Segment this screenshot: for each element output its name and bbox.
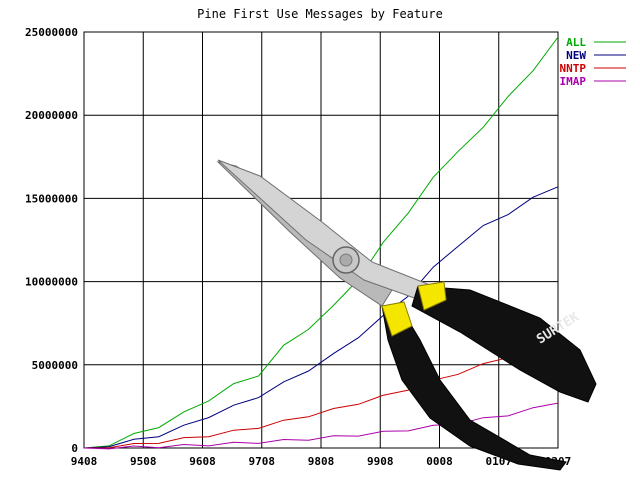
pliers-icon: SURTEK	[216, 159, 597, 471]
pliers-right-handle	[411, 285, 597, 403]
x-tick-label: 0008	[426, 455, 453, 468]
legend-label-nntp: NNTP	[560, 62, 587, 75]
series-line-nntp	[83, 341, 559, 449]
y-tick-label: 5000000	[32, 359, 78, 372]
chart-title: Pine First Use Messages by Feature	[197, 7, 443, 21]
y-tick-label: 25000000	[25, 26, 78, 39]
legend-label-all: ALL	[566, 36, 586, 49]
series-line-new	[83, 186, 559, 449]
x-tick-label: 9708	[249, 455, 276, 468]
x-tick-label: 9808	[308, 455, 335, 468]
x-tick-label: 9408	[71, 455, 98, 468]
pliers-upper-jaw	[217, 159, 431, 301]
y-tick-label: 0	[71, 442, 78, 455]
y-tick-label: 15000000	[25, 192, 78, 205]
legend-label-new: NEW	[566, 49, 586, 62]
x-tick-label: 9608	[189, 455, 216, 468]
y-tick-label: 10000000	[25, 276, 78, 289]
x-tick-label: 9908	[367, 455, 394, 468]
series-line-imap	[83, 402, 559, 450]
legend-label-imap: IMAP	[560, 75, 587, 88]
x-tick-label: 9508	[130, 455, 157, 468]
y-tick-label: 20000000	[25, 109, 78, 122]
series-line-all	[83, 36, 559, 449]
